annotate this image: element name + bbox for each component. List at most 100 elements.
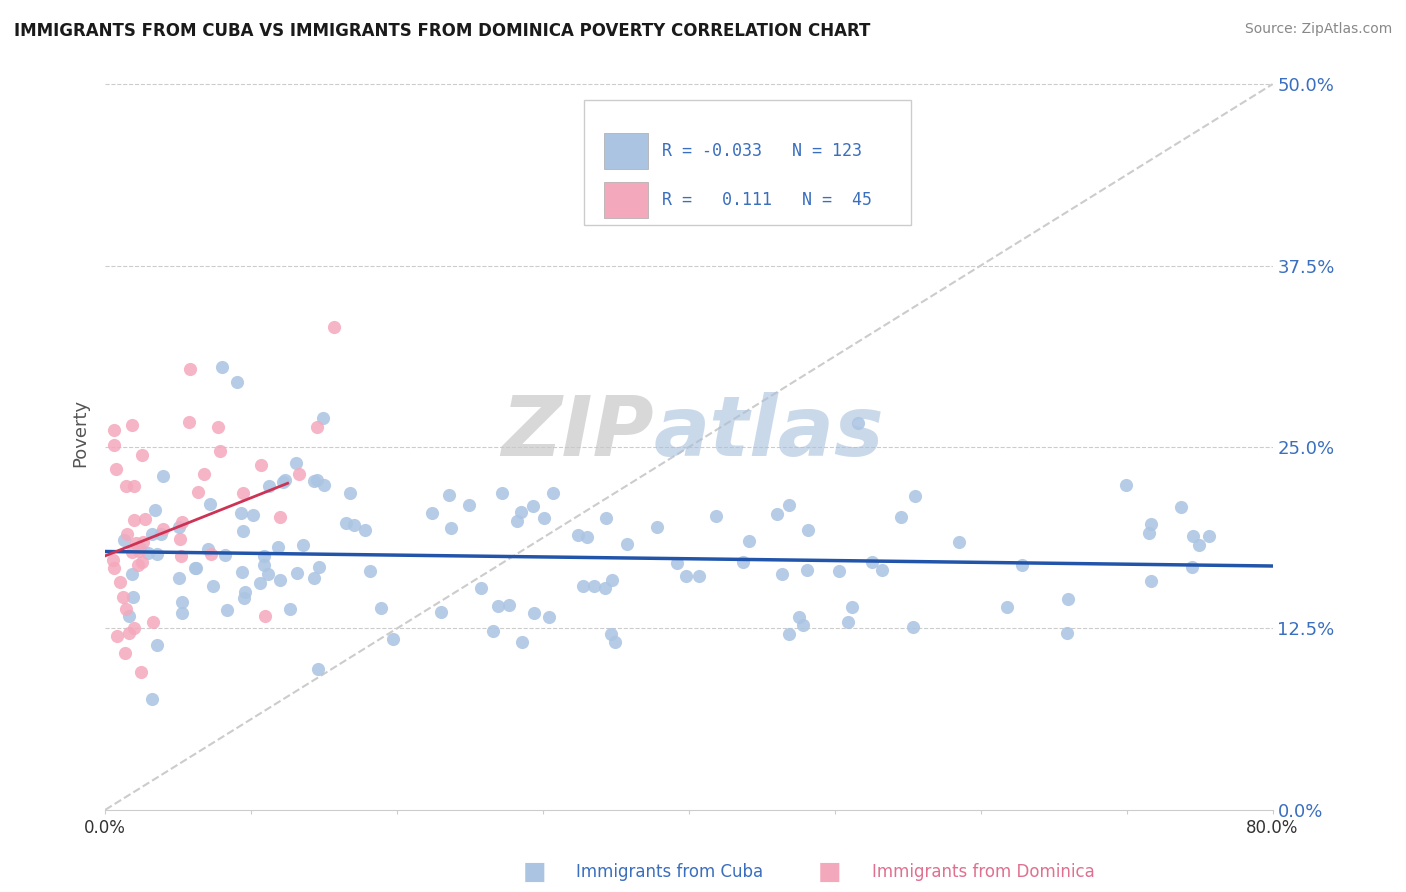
Point: [122, 513, 145, 527]
Point: [274, 473, 297, 487]
Point: [128, 541, 150, 556]
Point: [232, 524, 254, 538]
Point: [214, 549, 236, 563]
Point: [439, 520, 461, 534]
Point: [770, 566, 793, 581]
Point: [152, 468, 174, 483]
Point: [901, 620, 924, 634]
Point: [796, 563, 818, 577]
Point: [233, 585, 256, 599]
Point: [253, 558, 276, 573]
Point: [287, 467, 309, 482]
Point: [778, 627, 800, 641]
Point: [103, 437, 125, 451]
Text: atlas: atlas: [654, 392, 884, 473]
Point: [131, 555, 153, 569]
Point: [1198, 529, 1220, 543]
Point: [1181, 560, 1204, 574]
Point: [359, 564, 381, 578]
Point: [232, 485, 254, 500]
Point: [115, 526, 138, 541]
Point: [675, 569, 697, 583]
Text: ZIP: ZIP: [501, 392, 654, 473]
Point: [124, 479, 146, 493]
Point: [523, 606, 546, 620]
Text: Immigrants from Dominica: Immigrants from Dominica: [872, 863, 1094, 881]
Point: [860, 555, 883, 569]
Point: [339, 486, 361, 500]
Point: [870, 563, 893, 577]
Point: [522, 500, 544, 514]
Point: [1182, 529, 1205, 543]
Point: [731, 556, 754, 570]
Point: [121, 417, 143, 432]
Point: [311, 411, 333, 425]
Point: [170, 606, 193, 620]
Point: [170, 549, 193, 563]
Text: Source: ZipAtlas.com: Source: ZipAtlas.com: [1244, 22, 1392, 37]
Point: [111, 590, 134, 604]
Point: [766, 507, 789, 521]
Point: [121, 567, 143, 582]
Point: [616, 536, 638, 550]
Point: [121, 545, 143, 559]
Point: [278, 602, 301, 616]
Point: [179, 361, 201, 376]
Point: [353, 523, 375, 537]
Point: [256, 567, 278, 582]
Point: [177, 415, 200, 429]
Point: [193, 467, 215, 482]
Point: [302, 571, 325, 585]
Point: [253, 609, 276, 624]
Point: [486, 599, 509, 613]
Point: [149, 527, 172, 541]
Point: [1188, 538, 1211, 552]
Point: [169, 533, 191, 547]
Text: Immigrants from Cuba: Immigrants from Cuba: [576, 863, 763, 881]
Point: [1140, 516, 1163, 531]
Point: [284, 456, 307, 470]
Point: [136, 545, 159, 559]
Point: [170, 595, 193, 609]
Point: [312, 478, 335, 492]
Point: [101, 553, 124, 567]
Point: [169, 520, 191, 534]
Point: [225, 375, 247, 389]
Point: [122, 621, 145, 635]
Point: [342, 517, 364, 532]
Point: [267, 540, 290, 554]
Point: [470, 581, 492, 595]
Point: [837, 615, 859, 629]
Point: [482, 624, 505, 638]
Point: [1056, 626, 1078, 640]
Point: [125, 536, 148, 550]
Point: [215, 603, 238, 617]
Point: [127, 558, 149, 572]
Point: [308, 559, 330, 574]
Text: R = -0.033   N = 123: R = -0.033 N = 123: [662, 142, 862, 160]
Point: [231, 565, 253, 579]
Point: [211, 360, 233, 375]
Y-axis label: Poverty: Poverty: [72, 399, 89, 467]
Point: [593, 581, 616, 595]
Point: [108, 574, 131, 589]
Point: [131, 535, 153, 549]
Point: [112, 533, 135, 548]
Point: [1137, 525, 1160, 540]
Point: [420, 506, 443, 520]
Point: [103, 423, 125, 437]
Text: ■: ■: [818, 861, 841, 884]
Point: [796, 523, 818, 537]
Point: [1057, 592, 1080, 607]
Point: [704, 508, 727, 523]
Point: [582, 579, 605, 593]
Point: [543, 486, 565, 500]
Point: [498, 598, 520, 612]
Point: [995, 599, 1018, 614]
Point: [576, 530, 599, 544]
Point: [269, 509, 291, 524]
Point: [792, 618, 814, 632]
Point: [307, 419, 329, 434]
Point: [1115, 477, 1137, 491]
Point: [242, 508, 264, 523]
